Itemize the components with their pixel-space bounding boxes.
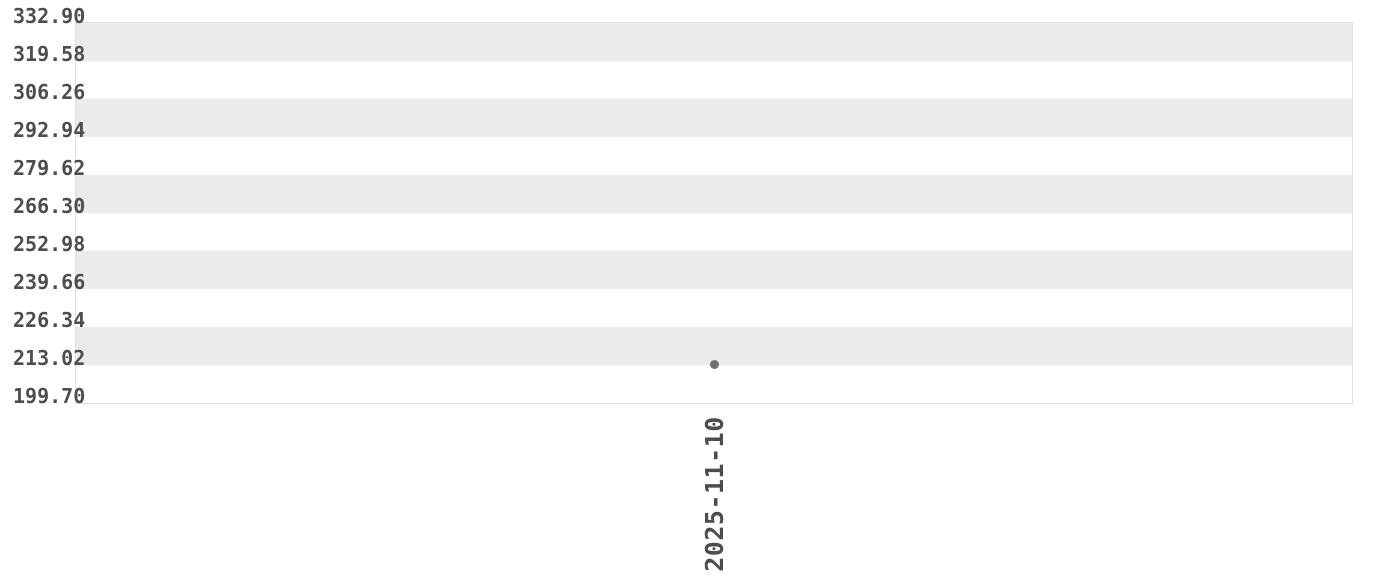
zebra-stripe <box>76 23 1352 61</box>
x-tick-label: 2025-11-10 <box>699 416 729 572</box>
y-tick-label: 226.34 <box>13 307 86 332</box>
y-tick-label: 292.94 <box>13 117 86 142</box>
y-tick-label: 319.58 <box>13 41 86 66</box>
y-tick-label: 199.70 <box>13 383 86 408</box>
data-point <box>709 360 719 370</box>
y-tick-label: 279.62 <box>13 155 86 180</box>
zebra-stripe <box>76 175 1352 213</box>
plot-area <box>75 22 1353 404</box>
zebra-stripe <box>76 327 1352 365</box>
y-tick-label: 332.90 <box>13 3 86 28</box>
y-tick-label: 252.98 <box>13 231 86 256</box>
x-axis: 2025-11-10 <box>694 394 734 580</box>
y-tick-label: 213.02 <box>13 345 86 370</box>
y-tick-label: 266.30 <box>13 193 86 218</box>
y-tick-label: 306.26 <box>13 79 86 104</box>
zebra-stripe <box>76 251 1352 289</box>
zebra-stripe <box>76 99 1352 137</box>
y-tick-label: 239.66 <box>13 269 86 294</box>
